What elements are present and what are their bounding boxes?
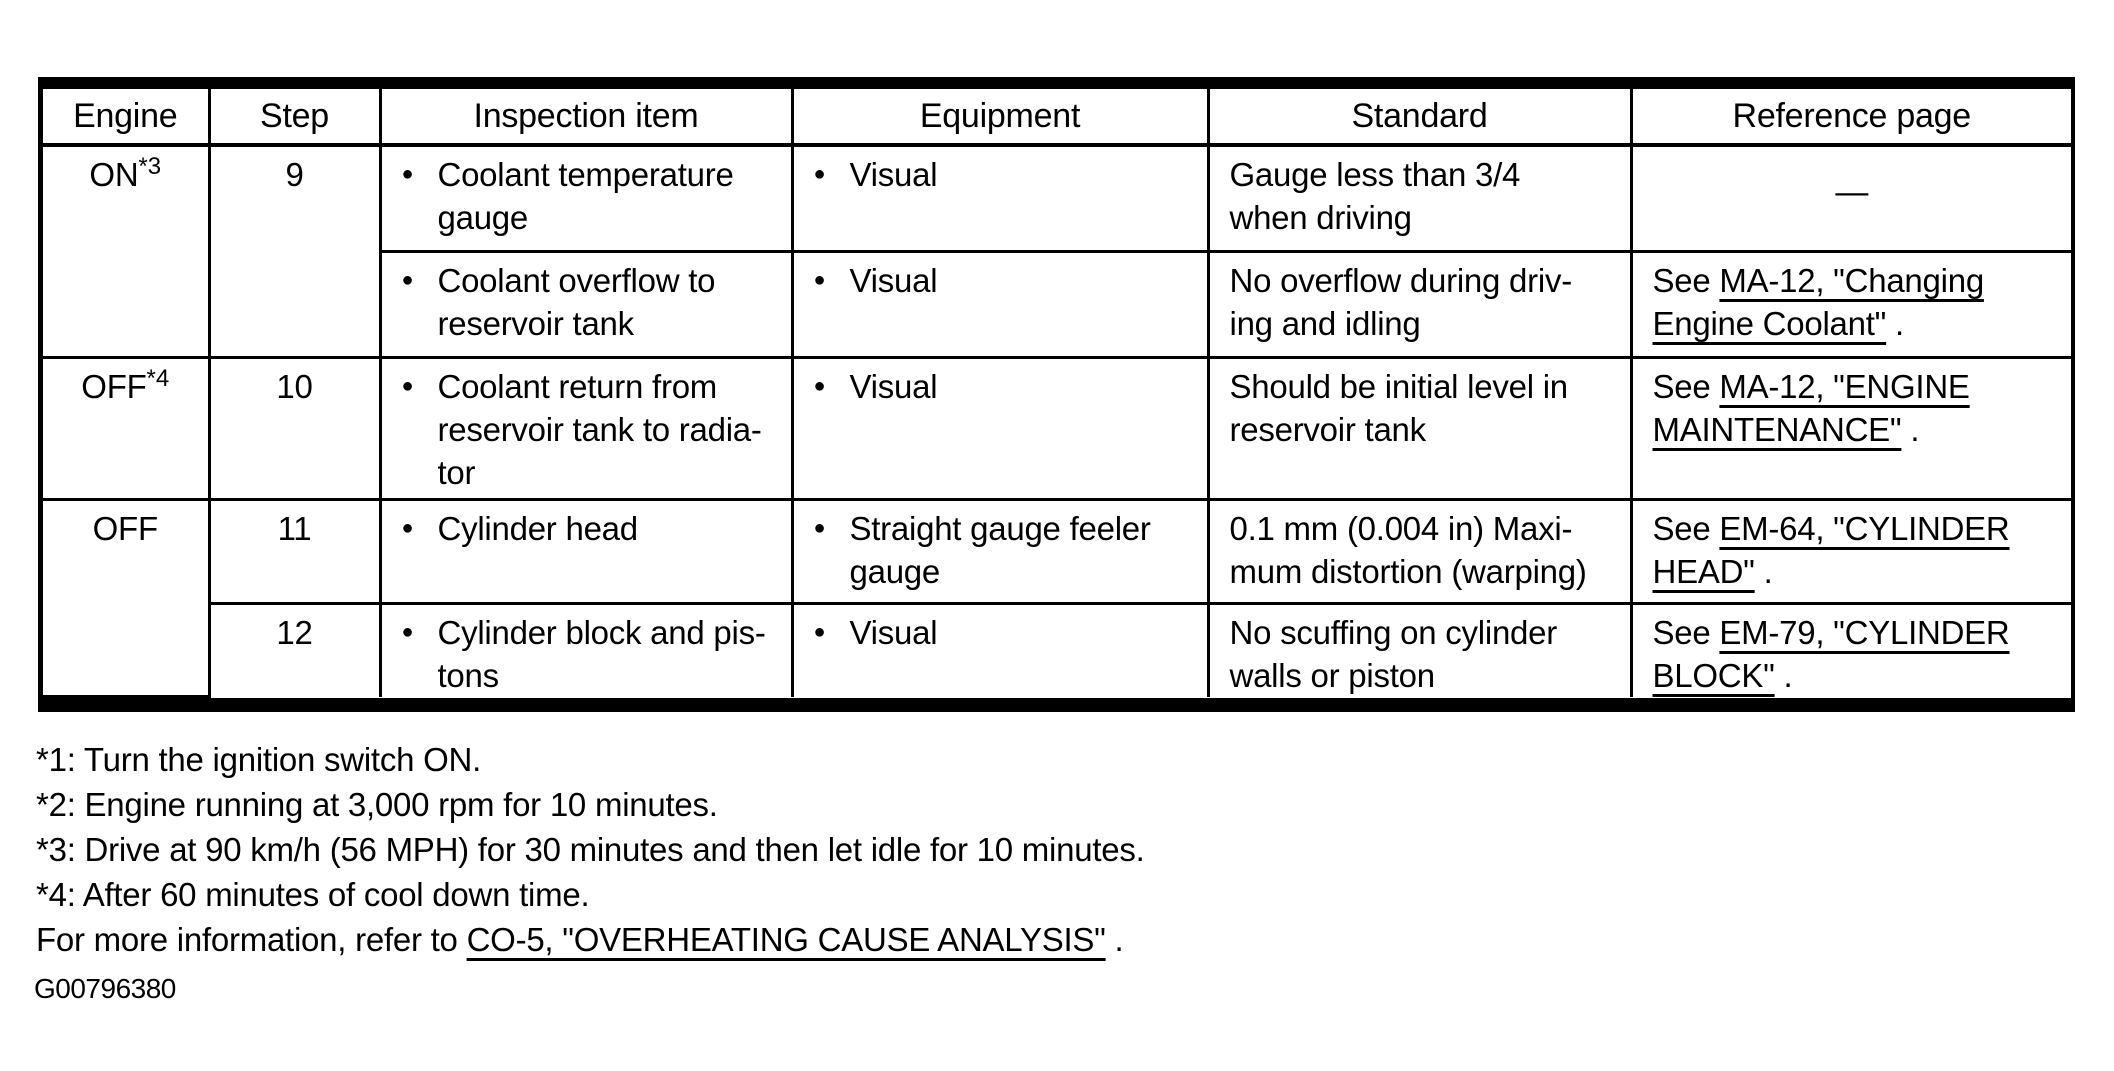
footnote-line: *4: After 60 minutes of cool down time. xyxy=(36,876,590,913)
table-row: OFF 11 ● Cylinder head ● Straight gauge fe… xyxy=(43,497,2071,698)
equipment-cell: ● Visual xyxy=(790,355,1210,501)
bullet-icon: ● xyxy=(401,163,414,185)
inspection-item-cell: ● Coolant temperature gauge xyxy=(378,143,794,253)
bullet-icon: ● xyxy=(401,374,414,397)
reference-prefix: See xyxy=(1652,261,1720,299)
reference-link[interactable]: MA-12, "Changing Engine Coolant" xyxy=(1652,261,1985,342)
inspection-item-text: Coolant return from reservoir tank to ra… xyxy=(437,367,762,491)
reference-link[interactable]: EM-64, "CYLINDER HEAD" xyxy=(1652,509,2010,590)
equipment-cell: ● Visual xyxy=(790,249,1210,359)
header-row: Engine Step Inspection item Equipment St… xyxy=(43,89,2071,147)
col-header-engine: Engine xyxy=(43,89,211,147)
footnotes-block: *1: Turn the ignition switch ON. *2: Eng… xyxy=(36,737,1145,962)
standard-cell: No overflow during driv- ing and idling xyxy=(1206,249,1633,359)
bullet-icon: ● xyxy=(401,516,414,539)
reference-link[interactable]: MA-12, "ENGINE MAINTENANCE" xyxy=(1652,367,1970,448)
reference-prefix: See xyxy=(1652,367,1720,405)
bullet-icon: ● xyxy=(813,516,826,539)
inspection-item-text: Cylinder head xyxy=(437,509,639,547)
equipment-text: Visual xyxy=(849,613,938,651)
more-info-line: For more information, refer to CO-5, "OV… xyxy=(36,917,1145,962)
step-cell: 9 xyxy=(207,143,382,359)
equipment-text: Visual xyxy=(849,261,938,299)
inspection-item-text: Cylinder block and pis- tons xyxy=(437,613,766,694)
standard-cell: No scuffing on cylinder walls or piston xyxy=(1206,601,1633,697)
table-row: 12 ● Cylinder block and pis- tons ● Visual… xyxy=(43,601,2071,697)
col-header-step: Step xyxy=(207,89,382,147)
engine-state: OFF xyxy=(81,367,147,405)
engine-state: OFF xyxy=(92,509,158,547)
inspection-item-text: Coolant overflow to reservoir tank xyxy=(437,261,716,342)
more-info-suffix: . xyxy=(1105,921,1124,958)
equipment-cell: ● Visual xyxy=(790,143,1210,253)
engine-state: ON xyxy=(89,156,139,193)
reference-suffix: . xyxy=(1754,552,1773,590)
figure-code: G00796380 xyxy=(34,973,176,1004)
no-reference-dash: — xyxy=(1835,172,1869,210)
engine-cell: OFF xyxy=(43,497,211,698)
reference-link[interactable]: EM-79, "CYLINDER BLOCK" xyxy=(1652,613,2010,694)
engine-cell: OFF*4 xyxy=(43,355,211,501)
reference-prefix: See xyxy=(1652,613,1720,651)
bullet-icon: ● xyxy=(401,268,414,291)
inspection-table: Engine Step Inspection item Equipment St… xyxy=(38,77,2075,712)
more-info-link[interactable]: CO-5, "OVERHEATING CAUSE ANALYSIS" xyxy=(466,921,1106,958)
inspection-table-grid: Engine Step Inspection item Equipment St… xyxy=(43,89,2071,698)
bullet-icon: ● xyxy=(813,268,826,291)
footnote-line: *1: Turn the ignition switch ON. xyxy=(36,741,482,778)
bullet-icon: ● xyxy=(813,163,826,185)
standard-cell: Should be initial level in reservoir tan… xyxy=(1206,355,1633,501)
bullet-icon: ● xyxy=(401,620,414,643)
reference-suffix: . xyxy=(1774,656,1793,694)
col-header-standard: Standard xyxy=(1206,89,1633,147)
inspection-item-cell: ● Coolant return from reservoir tank to r… xyxy=(378,355,794,501)
step-cell: 10 xyxy=(207,355,382,501)
step-cell: 11 xyxy=(207,497,382,605)
reference-cell: See EM-64, "CYLINDER HEAD" . xyxy=(1629,497,2071,605)
equipment-text: Visual xyxy=(849,156,938,193)
equipment-text: Straight gauge feeler gauge xyxy=(849,509,1151,590)
table-row: ON*3 9 ● Coolant temperature gauge ● Visua… xyxy=(43,143,2071,359)
reference-suffix: . xyxy=(1886,304,1904,342)
col-header-equipment: Equipment xyxy=(790,89,1210,147)
reference-suffix: . xyxy=(1901,410,1920,448)
col-header-inspection-item: Inspection item xyxy=(378,89,794,147)
reference-prefix: See xyxy=(1652,509,1720,547)
col-header-reference-page: Reference page xyxy=(1629,89,2071,147)
table-row: OFF*4 10 ● Coolant return from reservoir … xyxy=(43,355,2071,501)
inspection-item-cell: ● Coolant overflow to reservoir tank xyxy=(380,249,794,359)
reference-cell: See EM-79, "CYLINDER BLOCK" . xyxy=(1629,601,2071,697)
inspection-item-cell: ● Cylinder block and pis- tons xyxy=(378,601,794,697)
reference-cell: See MA-12, "Changing Engine Coolant" . xyxy=(1629,249,2071,359)
footnote-line: *3: Drive at 90 km/h (56 MPH) for 30 min… xyxy=(36,831,1145,868)
equipment-text: Visual xyxy=(849,367,938,405)
standard-cell: 0.1 mm (0.004 in) Maxi- mum distortion (… xyxy=(1206,497,1633,605)
more-info-prefix: For more information, refer to xyxy=(36,921,467,958)
inspection-item-cell: ● Cylinder head xyxy=(378,497,794,605)
standard-cell: Gauge less than 3/4 when driving xyxy=(1206,143,1633,253)
inspection-item-text: Coolant temperature gauge xyxy=(437,156,734,236)
table-row: ● Coolant overflow to reservoir tank ● Vis… xyxy=(43,249,2071,359)
reference-cell: — xyxy=(1629,143,2071,253)
equipment-cell: ● Visual xyxy=(790,601,1210,697)
step-cell: 12 xyxy=(209,601,382,697)
reference-cell: See MA-12, "ENGINE MAINTENANCE" . xyxy=(1629,355,2071,501)
engine-cell: ON*3 xyxy=(43,143,211,359)
equipment-cell: ● Straight gauge feeler gauge xyxy=(790,497,1210,605)
bullet-icon: ● xyxy=(813,620,826,643)
engine-footnote-marker: *4 xyxy=(146,364,170,392)
bullet-icon: ● xyxy=(813,374,826,397)
engine-footnote-marker: *3 xyxy=(138,153,162,180)
footnote-line: *2: Engine running at 3,000 rpm for 10 m… xyxy=(36,786,718,823)
